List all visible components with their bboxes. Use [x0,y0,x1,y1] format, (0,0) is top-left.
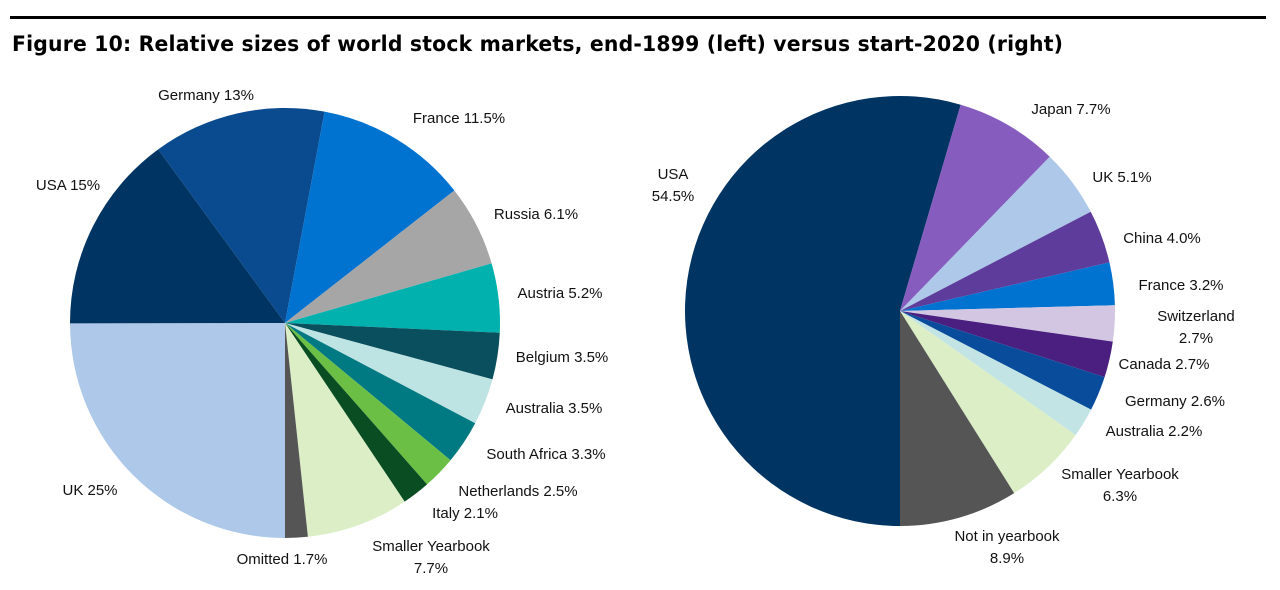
pie-1899 [70,108,500,538]
slice-china [900,211,1110,311]
top-rule [10,16,1266,19]
slice-smaller-yearbook [900,311,1076,494]
pie-2020 [684,95,1115,526]
slice-uk [900,156,1091,311]
slice-label-smaller-yearbook: Smaller Yearbook 6.3% [1061,466,1179,505]
slice-label-switzerland: Switzerland 2.7% [1157,308,1235,347]
slice-label-china: China 4.0% [1123,230,1201,247]
slice-label-australia: Australia 2.2% [1105,423,1203,440]
slice-usa [70,149,285,324]
slice-italy [285,323,428,502]
slice-label-usa: USA 15% [35,177,101,194]
figure-title: Figure 10: Relative sizes of world stock… [12,32,1064,56]
slice-label-austria: Austria 5.2% [517,285,603,302]
slice-austria [285,263,500,333]
slice-label-uk: UK 5.1% [1092,169,1152,186]
slice-label-uk: UK 25% [62,482,118,499]
slice-japan [900,104,1050,311]
slice-usa [684,95,961,526]
slice-label-france: France 11.5% [412,110,506,127]
slice-label-france: France 3.2% [1138,277,1224,294]
slice-not-in-yearbook [900,311,1015,526]
slice-label-usa: USA 54.5% [651,166,695,205]
slice-label-australia: Australia 3.5% [505,400,603,417]
slice-russia [285,190,492,323]
slice-uk [70,323,285,538]
slice-label-netherlands: Netherlands 2.5% [458,483,578,500]
slice-belgium [285,323,500,380]
slice-netherlands [285,323,451,485]
slice-label-smaller-yearbook: Smaller Yearbook 7.7% [372,538,490,577]
slice-label-italy: Italy 2.1% [432,505,498,522]
slice-label-japan: Japan 7.7% [1031,101,1111,118]
slice-australia [285,323,493,424]
slice-australia [900,311,1092,436]
slice-france [285,111,455,323]
slice-label-germany: Germany 2.6% [1124,393,1226,410]
slice-smaller-yearbook [285,323,405,537]
slice-switzerland [900,305,1115,342]
slice-france [900,262,1115,311]
slice-label-belgium: Belgium 3.5% [515,349,609,366]
slice-south-africa [285,323,476,461]
slice-omitted [285,323,308,538]
slice-label-canada: Canada 2.7% [1118,356,1210,373]
slice-canada [900,311,1113,378]
slice-germany [158,108,325,323]
slice-label-not-in-yearbook: Not in yearbook 8.9% [954,528,1060,567]
slice-label-omitted: Omitted 1.7% [236,551,328,568]
slice-label-south-africa: South Africa 3.3% [486,446,606,463]
slice-label-germany: Germany 13% [158,87,254,104]
slice-label-russia: Russia 6.1% [493,206,579,223]
slice-germany [900,311,1105,410]
